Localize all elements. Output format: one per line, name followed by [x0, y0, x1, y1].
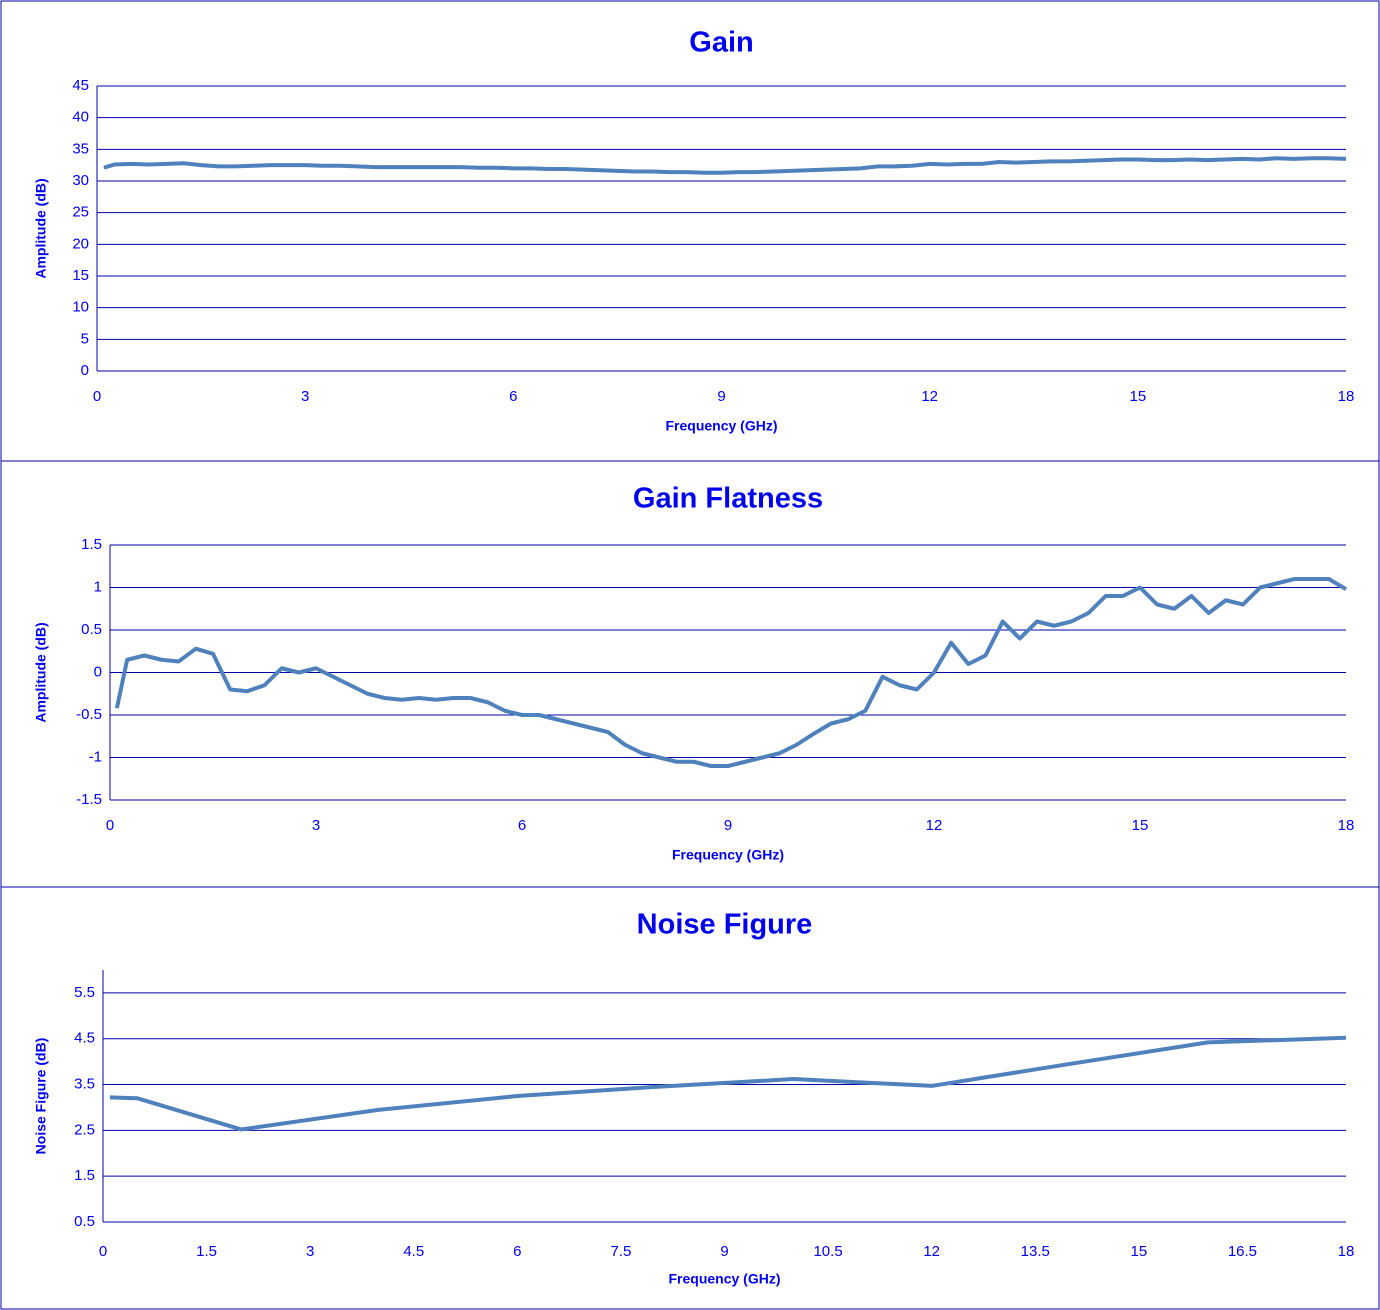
y-tick-label: 5.5 [74, 984, 95, 1001]
y-tick-label: -1 [89, 748, 102, 765]
panel-border [0, 0, 1380, 462]
y-axis-title: Noise Figure (dB) [33, 1038, 49, 1155]
x-axis-title: Frequency (GHz) [665, 418, 777, 434]
y-tick-label: 25 [72, 204, 89, 221]
x-tick-label: 0 [93, 388, 101, 405]
x-tick-label: 3 [301, 388, 309, 405]
x-tick-label: 4.5 [403, 1243, 424, 1260]
x-tick-label: 9 [724, 817, 732, 834]
x-tick-label: 9 [720, 1243, 728, 1260]
y-tick-label: 30 [72, 172, 89, 189]
y-tick-label: 0 [94, 663, 102, 680]
x-tick-label: 16.5 [1228, 1243, 1257, 1260]
x-tick-label: 3 [306, 1243, 314, 1260]
x-tick-label: 3 [312, 817, 320, 834]
x-tick-label: 12 [923, 1243, 940, 1260]
y-axis-title: Amplitude (dB) [33, 622, 49, 722]
x-tick-label: 18 [1338, 388, 1355, 405]
x-tick-label: 9 [717, 388, 725, 405]
x-tick-label: 13.5 [1021, 1243, 1050, 1260]
y-tick-label: 20 [72, 235, 89, 252]
y-tick-label: 3.5 [74, 1076, 95, 1093]
y-tick-label: 40 [72, 109, 89, 126]
y-tick-label: 1.5 [74, 1167, 95, 1184]
x-tick-label: 15 [1130, 1243, 1147, 1260]
chart-title: Noise Figure [637, 909, 813, 941]
y-tick-label: 10 [72, 299, 89, 316]
x-tick-label: 6 [518, 817, 526, 834]
y-tick-label: 45 [72, 77, 89, 94]
x-tick-label: 6 [509, 388, 517, 405]
data-line [109, 1035, 1347, 1132]
x-tick-label: 7.5 [610, 1243, 631, 1260]
x-tick-label: 1.5 [196, 1243, 217, 1260]
y-tick-label: 0 [81, 362, 89, 379]
x-tick-label: 10.5 [813, 1243, 842, 1260]
chart-title: Gain Flatness [633, 483, 823, 515]
y-tick-label: 15 [72, 267, 89, 284]
y-tick-label: -0.5 [76, 706, 102, 723]
x-tick-label: 12 [926, 817, 943, 834]
panel-border [0, 886, 1380, 1310]
y-tick-label: 0.5 [74, 1213, 95, 1230]
x-tick-label: 12 [921, 388, 938, 405]
x-tick-label: 18 [1338, 817, 1355, 834]
y-tick-label: 2.5 [74, 1121, 95, 1138]
y-tick-label: 0.5 [81, 621, 102, 638]
x-tick-label: 0 [99, 1243, 107, 1260]
x-axis-title: Frequency (GHz) [668, 1271, 780, 1287]
x-axis-title: Frequency (GHz) [672, 847, 784, 863]
chart-title: Gain [689, 27, 753, 59]
y-axis-title: Amplitude (dB) [33, 178, 49, 278]
y-tick-label: -1.5 [76, 791, 102, 808]
x-tick-label: 18 [1338, 1243, 1355, 1260]
x-tick-label: 15 [1129, 388, 1146, 405]
y-tick-label: 1 [94, 578, 102, 595]
y-tick-label: 5 [81, 330, 89, 347]
data-line [114, 577, 1348, 768]
data-line [103, 156, 1347, 175]
y-tick-label: 4.5 [74, 1030, 95, 1047]
x-tick-label: 15 [1132, 817, 1149, 834]
x-tick-label: 0 [106, 817, 114, 834]
y-tick-label: 1.5 [81, 536, 102, 553]
x-tick-label: 6 [513, 1243, 521, 1260]
panel-border [0, 460, 1380, 888]
y-tick-label: 35 [72, 140, 89, 157]
